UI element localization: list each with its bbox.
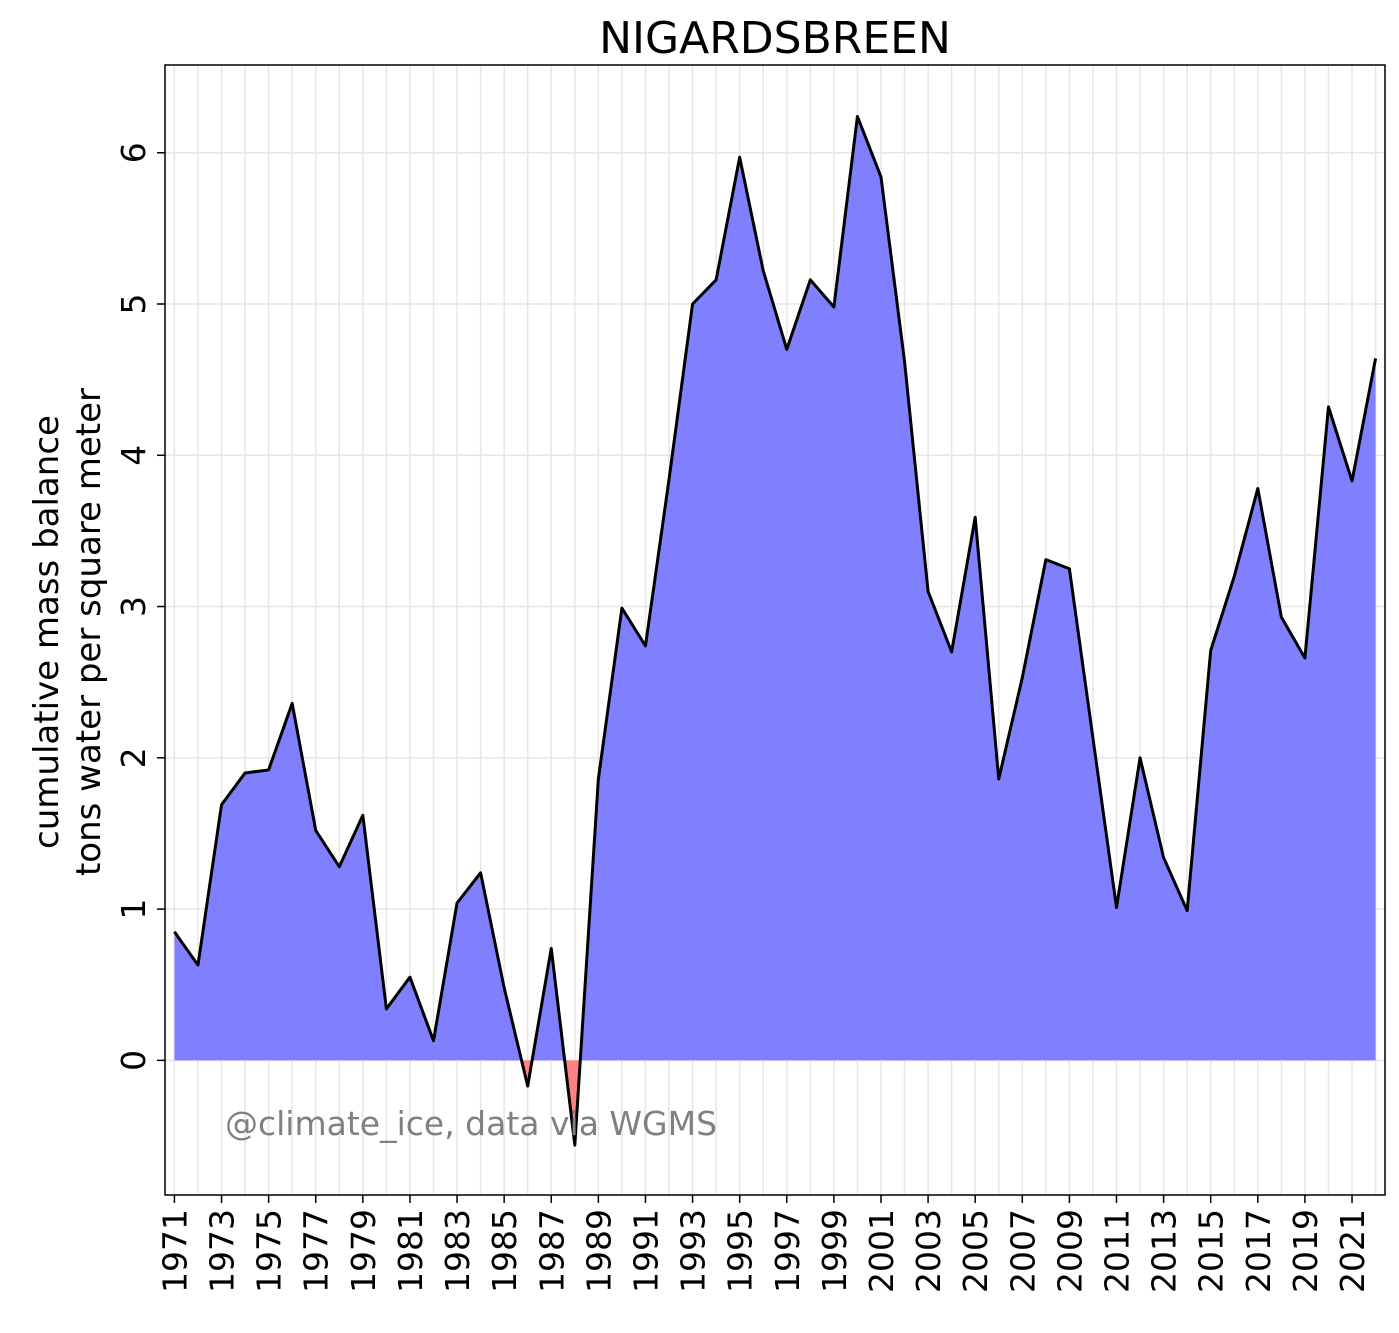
x-tick-label-2009: 2009 — [1050, 1209, 1089, 1293]
x-tick-label-2005: 2005 — [956, 1209, 995, 1293]
x-tick-label-1987: 1987 — [532, 1209, 571, 1293]
x-tick-label-1981: 1981 — [391, 1209, 430, 1293]
y-tick-label-3: 3 — [114, 596, 153, 617]
x-tick-label-1983: 1983 — [438, 1209, 477, 1293]
plot-frame — [164, 64, 1386, 1196]
watermark-credit: @climate_ice, data via WGMS — [225, 1104, 717, 1143]
area-fills — [174, 116, 1376, 1146]
y-axis-ticks: 0 1 2 3 4 5 6 — [114, 142, 165, 1071]
x-tick-label-1997: 1997 — [768, 1209, 807, 1293]
x-tick-label-2011: 2011 — [1098, 1209, 1137, 1293]
y-tick-label-0: 0 — [114, 1050, 153, 1071]
x-tick-label-1975: 1975 — [250, 1209, 289, 1293]
x-axis-ticks: 1971 1973 1975 1977 1979 1981 1983 1985 1987 1989… — [155, 1195, 1372, 1293]
x-tick-label-2001: 2001 — [862, 1209, 901, 1293]
x-tick-label-2003: 2003 — [909, 1209, 948, 1293]
y-axis-label-line-2: tons water per square meter — [69, 388, 109, 876]
x-tick-label-1985: 1985 — [485, 1209, 524, 1293]
y-tick-label-1: 1 — [114, 899, 153, 920]
x-tick-label-1977: 1977 — [297, 1209, 336, 1293]
y-tick-label-4: 4 — [114, 445, 153, 466]
x-tick-label-1999: 1999 — [815, 1209, 854, 1293]
x-tick-label-1971: 1971 — [155, 1209, 194, 1293]
x-tick-label-1995: 1995 — [721, 1209, 760, 1293]
chart-title: NIGARDSBREEN — [599, 13, 951, 64]
series-line — [173, 114, 1378, 1147]
x-tick-label-1993: 1993 — [674, 1209, 713, 1293]
y-tick-label-5: 5 — [114, 294, 153, 315]
x-tick-label-2013: 2013 — [1145, 1209, 1184, 1293]
x-tick-label-1973: 1973 — [203, 1209, 242, 1293]
y-axis-label-line-1: cumulative mass balance — [27, 415, 67, 849]
x-tick-label-2017: 2017 — [1239, 1209, 1278, 1293]
x-tick-label-2021: 2021 — [1333, 1209, 1372, 1293]
y-tick-label-6: 6 — [114, 142, 153, 163]
x-tick-label-2019: 2019 — [1286, 1209, 1325, 1293]
area-positive — [174, 116, 1376, 1061]
x-tick-label-1979: 1979 — [344, 1209, 383, 1293]
x-tick-label-2007: 2007 — [1003, 1209, 1042, 1293]
x-tick-label-1989: 1989 — [579, 1209, 618, 1293]
x-tick-label-1991: 1991 — [626, 1209, 665, 1293]
y-tick-label-2: 2 — [114, 747, 153, 768]
x-tick-label-2015: 2015 — [1192, 1209, 1231, 1293]
